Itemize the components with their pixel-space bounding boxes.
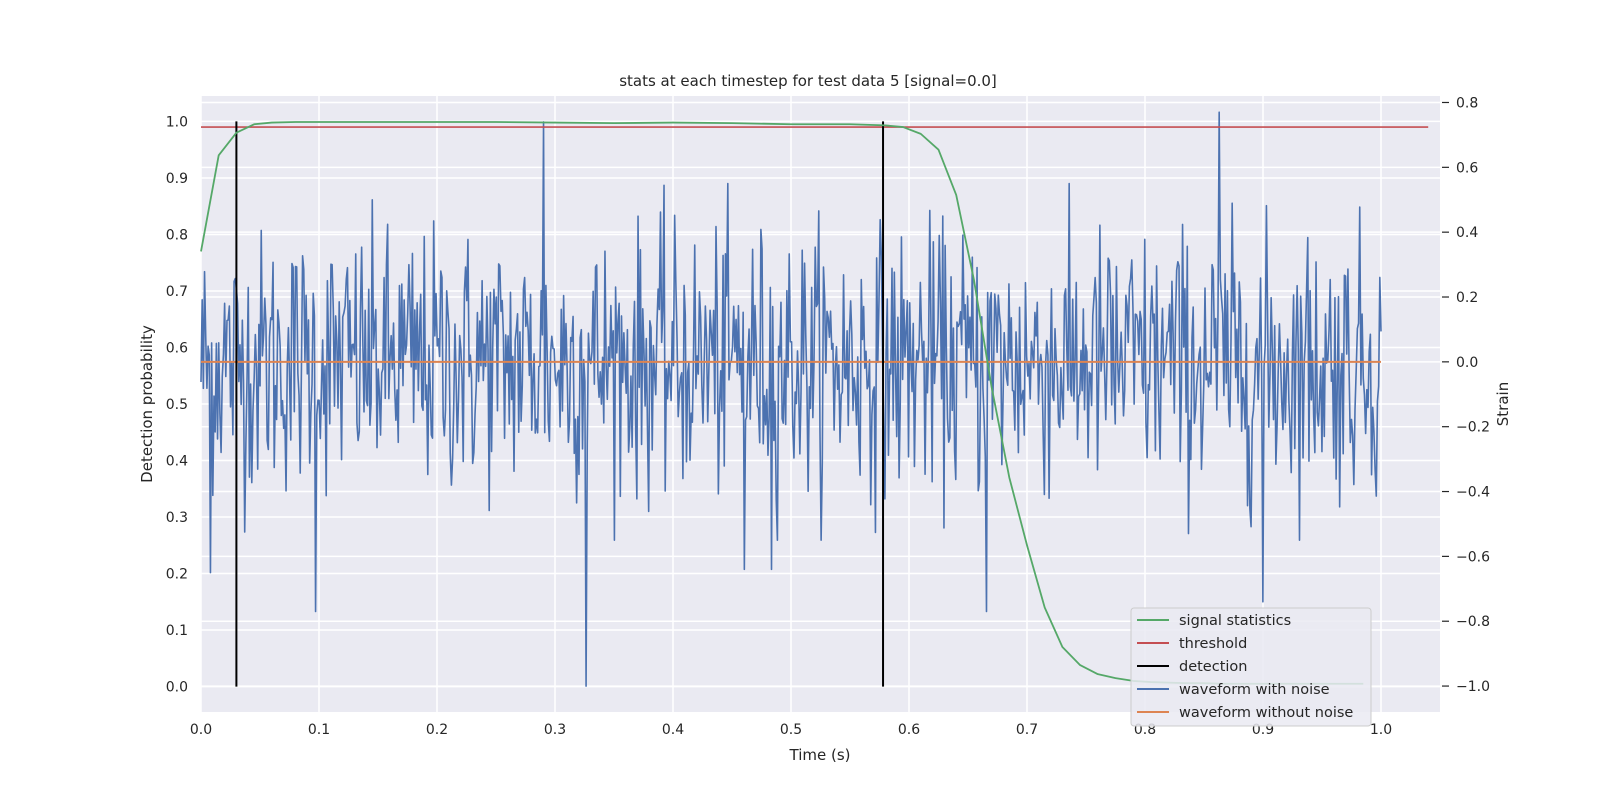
y-right-tick-label: 0.0 [1456,355,1478,371]
y-right-tick-label: −0.2 [1456,420,1490,436]
y-right-tick-label: −1.0 [1456,679,1490,695]
chart-title: stats at each timestep for test data 5 [… [619,72,997,90]
x-axis-label: Time (s) [789,746,851,764]
x-tick-label: 0.0 [190,722,212,738]
y-tick-label: 0.8 [166,227,188,243]
x-tick-label: 0.3 [544,722,566,738]
y-right-tick-label: 0.6 [1456,160,1478,176]
x-tick-label: 0.2 [426,722,448,738]
y-tick-label: 0.4 [166,454,188,470]
legend-label: detection [1179,659,1247,675]
legend-label: waveform without noise [1179,705,1353,721]
y-tick-label: 0.5 [166,397,188,413]
legend: signal statistics threshold detection wavef… [1130,607,1372,727]
legend-box [1130,607,1372,727]
y-right-tick-label: 0.4 [1456,225,1478,241]
y-tick-label: 1.0 [166,114,188,130]
y-tick-label: 0.6 [166,340,188,356]
x-tick-label: 0.5 [780,722,802,738]
y-right-tick-label: 0.8 [1456,95,1478,111]
legend-label: waveform with noise [1179,682,1330,698]
y-tick-label: 0.9 [166,171,188,187]
legend-label: signal statistics [1179,613,1291,629]
y-right-tick-label: −0.6 [1456,549,1490,565]
x-tick-label: 0.1 [308,722,330,738]
legend-label: threshold [1179,636,1247,652]
x-tick-label: 1.0 [1370,722,1392,738]
y-tick-label: 0.3 [166,510,188,526]
y-right-tick-label: −0.8 [1456,614,1490,630]
y-tick-label: 0.1 [166,623,188,639]
series-line-waveform-with-noise [200,111,1382,687]
y-axis-label-left: Detection probability [138,325,156,483]
x-tick-label: 0.7 [1016,722,1038,738]
y-right-tick-label: 0.2 [1456,290,1478,306]
y-tick-label: 0.0 [166,680,188,696]
axes: 0.0 0.1 0.2 0.3 0.4 0.5 0.6 0.7 0.8 0.9 1.0 0.0 0.1 0… [166,95,1490,738]
x-tick-label: 0.4 [662,722,684,738]
x-tick-label: 0.6 [898,722,920,738]
y-tick-label: 0.7 [166,284,188,300]
y-right-tick-label: −0.4 [1456,485,1490,501]
y-axis-label-right: Strain [1494,382,1512,426]
y-tick-label: 0.2 [166,567,188,583]
